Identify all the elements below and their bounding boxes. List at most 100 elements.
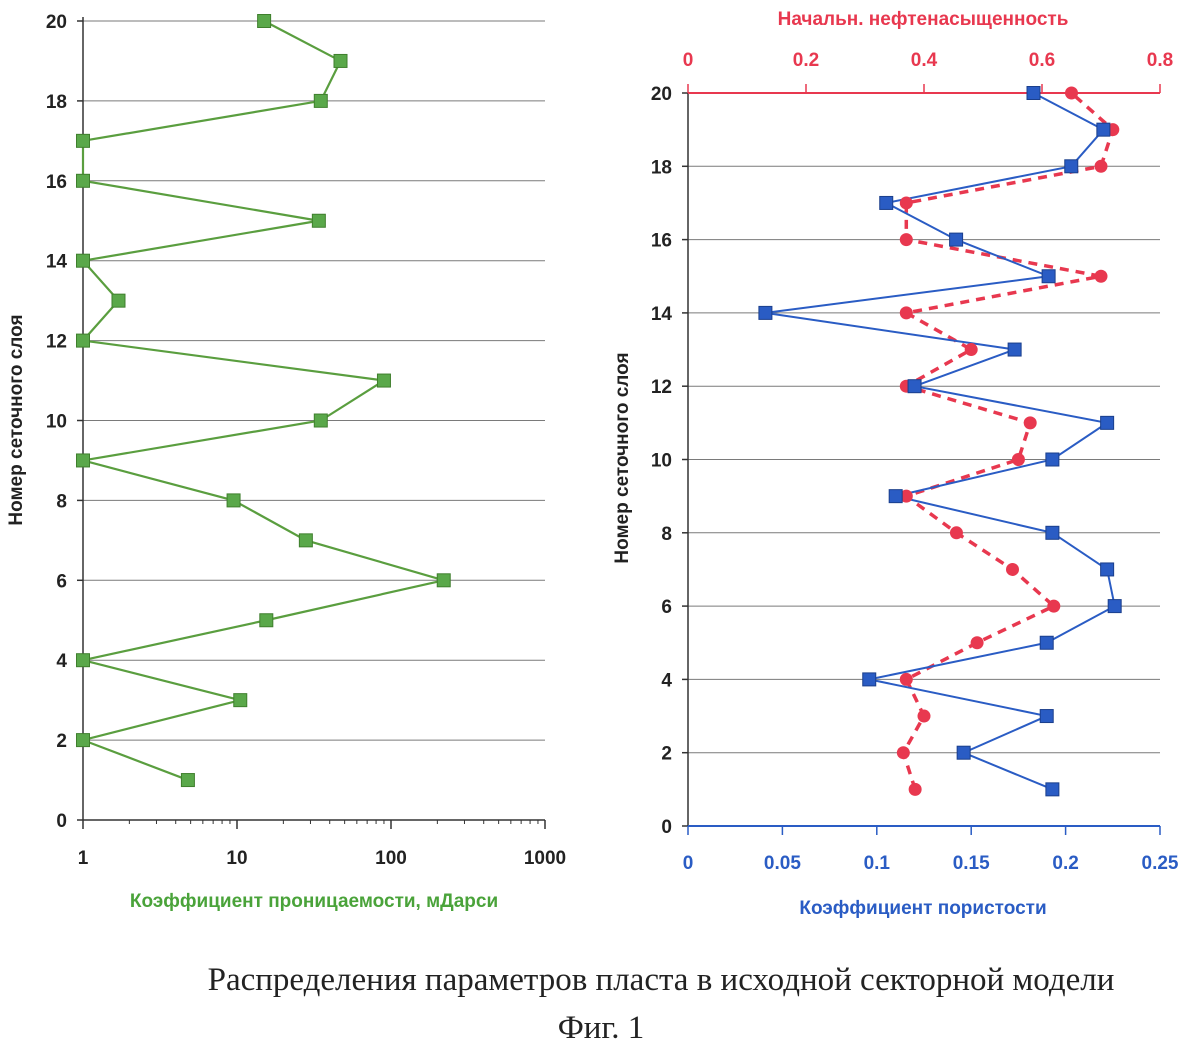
right-top-tick-label: 0	[683, 50, 694, 71]
left-y-tick-label: 2	[56, 731, 67, 752]
right-y-tick-label: 4	[661, 670, 672, 691]
right-y-tick-label: 16	[651, 231, 672, 252]
permeability-point	[77, 454, 90, 467]
permeability-point	[314, 414, 327, 427]
right-y-tick-label: 14	[651, 304, 673, 325]
permeability-point	[258, 15, 271, 28]
saturation-point	[950, 526, 963, 539]
left-y-tick-label: 4	[56, 651, 67, 672]
left-y-tick-label: 8	[56, 491, 67, 512]
saturation-point	[900, 196, 913, 209]
porosity-point	[880, 196, 893, 209]
porosity-point	[1040, 636, 1053, 649]
porosity-point	[1046, 453, 1059, 466]
permeability-point	[437, 574, 450, 587]
left-series-lines	[83, 21, 444, 780]
porosity-point	[1046, 526, 1059, 539]
right-y-tick-label: 12	[651, 377, 672, 398]
permeability-point	[312, 214, 325, 227]
porosity-saturation-chart: 0246810121416182000.050.10.150.20.2500.2…	[612, 9, 1179, 919]
left-y-tick-label: 14	[46, 252, 68, 273]
permeability-point	[77, 334, 90, 347]
saturation-point	[900, 673, 913, 686]
right-bottom-tick-label: 0.05	[764, 853, 801, 874]
permeability-point	[260, 614, 273, 627]
porosity-point	[1046, 783, 1059, 796]
saturation-point	[965, 343, 978, 356]
saturation-point	[1095, 160, 1108, 173]
permeability-point	[234, 694, 247, 707]
saturation-point	[1006, 563, 1019, 576]
saturation-point	[971, 636, 984, 649]
left-y-tick-label: 16	[46, 172, 67, 193]
right-top-tick-label: 0.8	[1147, 50, 1173, 71]
left-y-tick-label: 18	[46, 92, 67, 113]
left-y-axis-title: Номер сеточного слоя	[6, 314, 27, 525]
right-x-axis-title: Коэффициент пористости	[799, 898, 1046, 919]
permeability-point	[299, 534, 312, 547]
permeability-point	[77, 654, 90, 667]
permeability-point	[77, 254, 90, 267]
right-y-tick-label: 2	[661, 744, 672, 765]
porosity-point	[1065, 160, 1078, 173]
right-top-tick-label: 0.4	[911, 50, 938, 71]
right-bottom-tick-label: 0.25	[1142, 853, 1179, 874]
saturation-point	[1065, 87, 1078, 100]
permeability-point	[334, 54, 347, 67]
right-top-axis-title: Начальн. нефтенасыщенность	[778, 9, 1069, 30]
right-y-tick-label: 6	[661, 597, 672, 618]
permeability-point	[314, 94, 327, 107]
left-y-tick-label: 20	[46, 12, 67, 33]
permeability-line	[83, 21, 444, 780]
porosity-point	[863, 673, 876, 686]
left-y-tick-label: 12	[46, 332, 67, 353]
permeability-point	[77, 174, 90, 187]
porosity-point	[759, 306, 772, 319]
porosity-point	[1027, 87, 1040, 100]
porosity-point	[1101, 563, 1114, 576]
porosity-point	[1101, 416, 1114, 429]
right-y-tick-label: 0	[661, 817, 672, 838]
left-y-tick-label: 6	[56, 571, 67, 592]
porosity-line	[765, 93, 1114, 789]
right-series-lines	[765, 93, 1114, 789]
right-grid	[688, 166, 1160, 752]
right-y-tick-label: 18	[651, 157, 672, 178]
porosity-point	[1108, 600, 1121, 613]
right-y-tick-label: 10	[651, 451, 672, 472]
figure: 024681012141618201101001000 Номер сеточн…	[0, 0, 1202, 1052]
right-bottom-tick-label: 0.15	[953, 853, 990, 874]
right-top-tick-label: 0.6	[1029, 50, 1055, 71]
figure-number: Фиг. 1	[0, 1010, 1202, 1047]
permeability-point	[77, 134, 90, 147]
left-x-tick-label: 10	[226, 848, 247, 869]
porosity-point	[889, 490, 902, 503]
saturation-point	[900, 306, 913, 319]
right-y-tick-label: 8	[661, 524, 672, 545]
left-y-tick-label: 0	[56, 811, 67, 832]
porosity-point	[1040, 710, 1053, 723]
porosity-point	[957, 746, 970, 759]
porosity-point	[1008, 343, 1021, 356]
left-x-axis-title: Коэффициент проницаемости, мДарси	[130, 891, 498, 912]
porosity-point	[908, 380, 921, 393]
permeability-chart: 024681012141618201101001000 Номер сеточн…	[6, 12, 566, 912]
saturation-point	[900, 233, 913, 246]
right-bottom-tick-label: 0	[683, 853, 694, 874]
right-top-tick-label: 0.2	[793, 50, 819, 71]
saturation-point	[909, 783, 922, 796]
permeability-point	[112, 294, 125, 307]
saturation-point	[1047, 600, 1060, 613]
left-x-tick-label: 1	[78, 848, 89, 869]
permeability-point	[227, 494, 240, 507]
left-y-tick-label: 10	[46, 412, 67, 433]
left-series-markers	[77, 15, 451, 787]
left-x-tick-label: 100	[375, 848, 407, 869]
saturation-point	[897, 746, 910, 759]
porosity-point	[1042, 270, 1055, 283]
right-bottom-tick-label: 0.2	[1052, 853, 1078, 874]
permeability-point	[77, 734, 90, 747]
porosity-point	[950, 233, 963, 246]
permeability-point	[181, 774, 194, 787]
permeability-point	[377, 374, 390, 387]
